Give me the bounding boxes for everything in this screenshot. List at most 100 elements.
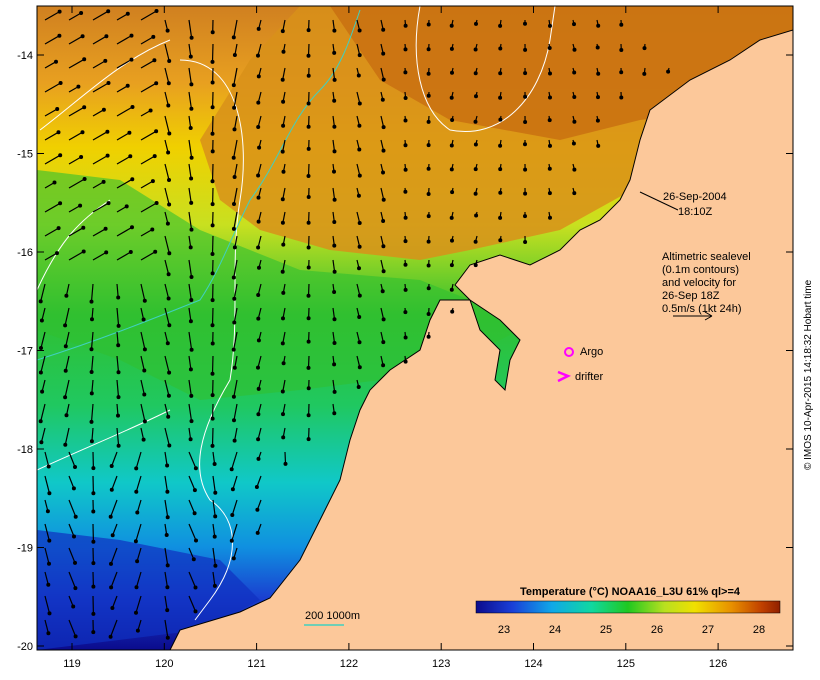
velocity-arrow-head (381, 170, 386, 175)
velocity-arrow-head (403, 215, 408, 220)
velocity-arrow-head (47, 611, 52, 616)
velocity-arrow (68, 227, 84, 237)
velocity-arrow-head (256, 53, 261, 58)
velocity-arrow (164, 91, 169, 106)
velocity-arrow (234, 163, 238, 178)
velocity-arrow-head (89, 317, 94, 322)
velocity-arrow-head (256, 456, 261, 461)
velocity-arrow-head (357, 244, 362, 249)
velocity-arrow-head (596, 71, 601, 76)
velocity-arrow-head (281, 435, 286, 440)
velocity-arrow-head (283, 461, 288, 466)
velocity-arrow-head (152, 58, 157, 63)
velocity-arrow-head (232, 202, 237, 207)
velocity-arrow (332, 379, 336, 392)
velocity-arrow (188, 355, 192, 370)
velocity-arrow (116, 178, 133, 189)
velocity-arrow-head (357, 28, 362, 33)
velocity-arrow-head (103, 226, 108, 231)
velocity-arrow-head (498, 215, 503, 220)
y-tick-label: -19 (17, 543, 33, 555)
velocity-arrow-head (547, 23, 552, 28)
velocity-arrow-head (426, 334, 431, 339)
velocity-arrow-head (356, 193, 361, 198)
velocity-arrow-head (72, 465, 77, 470)
velocity-arrow-head (116, 395, 121, 400)
velocity-arrow (140, 202, 157, 213)
velocity-arrow (233, 211, 238, 230)
velocity-arrow-head (210, 341, 215, 346)
velocity-arrow-head (357, 101, 362, 106)
velocity-arrow-head (189, 176, 194, 181)
velocity-arrow (44, 547, 50, 564)
velocity-arrow-head (212, 583, 217, 588)
velocity-arrow-head (125, 11, 130, 16)
x-tick-label: 120 (155, 658, 173, 670)
y-tick-label: -15 (17, 149, 33, 161)
velocity-arrow-head (306, 124, 311, 129)
velocity-arrow-head (256, 219, 261, 224)
velocity-arrow-head (426, 166, 431, 171)
velocity-arrow (234, 427, 238, 441)
velocity-arrow-head (357, 221, 362, 226)
velocity-arrow-head (56, 226, 61, 231)
velocity-arrow-head (426, 192, 431, 197)
velocity-arrow-head (230, 487, 235, 492)
velocity-arrow-head (78, 203, 83, 208)
velocity-arrow-head (165, 489, 170, 494)
velocity-arrow-head (380, 289, 385, 294)
velocity-arrow (212, 499, 216, 517)
velocity-arrow-head (596, 23, 601, 28)
velocity-arrow-head (498, 46, 503, 51)
velocity-arrow-head (76, 84, 81, 89)
velocity-arrow-head (106, 9, 111, 14)
velocity-arrow (68, 250, 85, 261)
date-label: 26-Sep-2004 (663, 191, 727, 203)
velocity-arrow-head (523, 119, 528, 124)
velocity-arrow-head (58, 153, 63, 158)
velocity-arrow-head (130, 177, 135, 182)
velocity-arrow-head (105, 129, 110, 134)
velocity-arrow (68, 451, 76, 468)
velocity-arrow (68, 205, 81, 213)
velocity-arrow-head (473, 263, 478, 268)
velocity-arrow-head (116, 370, 121, 375)
velocity-arrow (233, 403, 238, 421)
velocity-arrow-head (426, 93, 431, 98)
velocity-arrow (233, 331, 238, 350)
velocity-arrow-head (91, 561, 96, 566)
velocity-arrow-head (166, 81, 171, 86)
colorbar (475, 600, 781, 614)
velocity-arrow (92, 181, 104, 189)
velocity-arrow-head (498, 238, 503, 243)
velocity-arrow-head (256, 316, 261, 321)
velocity-arrow (211, 427, 214, 446)
velocity-arrow-head (449, 167, 454, 172)
velocity-arrow (212, 571, 216, 586)
velocity-arrow-head (231, 556, 236, 561)
velocity-arrow-head (165, 563, 170, 568)
velocity-arrow-head (426, 22, 431, 27)
velocity-arrow (233, 19, 238, 38)
velocity-arrow-head (523, 47, 528, 52)
velocity-arrow-head (232, 52, 237, 57)
velocity-arrow-head (189, 200, 194, 205)
velocity-arrow-head (381, 51, 386, 56)
velocity-arrow-head (256, 74, 261, 79)
velocity-arrow-head (150, 227, 155, 232)
y-tick-label: -17 (17, 346, 33, 358)
colorbar-tick-label: 26 (651, 624, 663, 636)
y-axis: -14 -15 -16 -17 -18 -19 -20 (17, 50, 793, 653)
velocity-arrow-head (124, 204, 129, 209)
x-tick-label: 126 (709, 658, 727, 670)
velocity-arrow-head (498, 95, 503, 100)
velocity-arrow (44, 227, 59, 237)
velocity-arrow-head (473, 142, 478, 147)
velocity-arrow-head (166, 393, 171, 398)
velocity-arrow-head (666, 69, 671, 74)
velocity-arrow-head (380, 97, 385, 102)
velocity-arrow (116, 59, 132, 69)
velocity-arrow-head (192, 488, 197, 493)
velocity-arrow-head (473, 47, 478, 52)
velocity-arrow (188, 451, 197, 469)
